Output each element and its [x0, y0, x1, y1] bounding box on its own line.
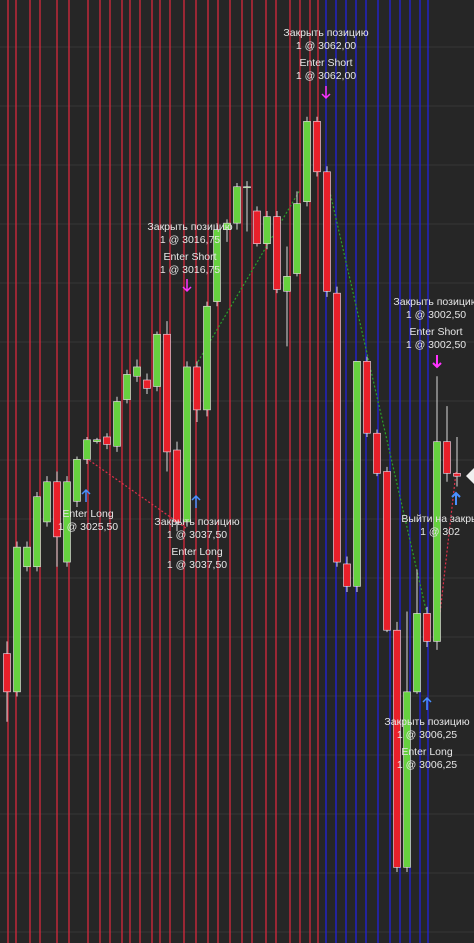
- candle-body: [273, 216, 281, 290]
- annotation-text: Закрыть позицию: [154, 516, 239, 528]
- trade-line: [195, 189, 301, 366]
- annotation-text: Закрыть позицию: [147, 221, 232, 233]
- candle-body: [443, 441, 451, 474]
- arrows: [81, 86, 461, 710]
- candle-body: [43, 481, 51, 523]
- annotation-text: 1 @ 3025,50: [58, 521, 118, 533]
- candles: [3, 116, 461, 873]
- long-arrow: [422, 696, 432, 710]
- annotation-text: 1 @ 3006,25: [397, 759, 457, 771]
- candle-body: [413, 613, 421, 693]
- candle-body: [33, 496, 41, 568]
- candle-body: [233, 186, 241, 224]
- annotation-text: 1 @ 3037,50: [167, 529, 227, 541]
- short-arrow: [432, 355, 442, 369]
- annotation-text: Enter Short: [299, 57, 352, 69]
- candle-body: [53, 481, 61, 538]
- candle-body: [303, 121, 311, 202]
- annotation-text: 1 @ 3002,50: [406, 309, 466, 321]
- short-arrow: [321, 86, 331, 100]
- candle-body: [183, 366, 191, 523]
- candle-body: [203, 305, 211, 411]
- candle-body: [223, 222, 231, 230]
- annotation-text: Enter Long: [171, 546, 223, 558]
- candle-body: [293, 203, 301, 274]
- candle-body: [123, 374, 131, 400]
- candle-body: [113, 401, 121, 447]
- price-marker: [466, 468, 474, 484]
- annotation-text: 1 @ 3037,50: [167, 559, 227, 571]
- annotation-text: 1 @ 302: [420, 526, 460, 538]
- annotation-text: 1 @ 3002,50: [406, 339, 466, 351]
- candle-body: [23, 546, 31, 568]
- annotation-text: Закрыть позицию: [393, 296, 474, 308]
- annotation-text: Выйти на закры: [401, 513, 474, 525]
- candle-body: [353, 361, 361, 587]
- candle-body: [193, 366, 201, 411]
- candle-body: [363, 361, 371, 434]
- annotation-text: 1 @ 3016,75: [160, 264, 220, 276]
- annotation-text: Enter Long: [401, 746, 453, 758]
- candle-body: [393, 629, 401, 868]
- short-arrow: [182, 279, 192, 293]
- long-arrow: [451, 491, 461, 505]
- candle-body: [93, 439, 101, 442]
- candle-body: [333, 292, 341, 563]
- candle-body: [283, 276, 291, 292]
- candle-body: [63, 481, 71, 563]
- annotation-text: Enter Short: [409, 326, 462, 338]
- long-arrow: [191, 494, 201, 508]
- annotation-text: 1 @ 3006,25: [397, 729, 457, 741]
- candle-body: [3, 653, 11, 693]
- annotation-text: Закрыть позицию: [283, 27, 368, 39]
- candle-body: [403, 691, 411, 868]
- candle-body: [173, 449, 181, 523]
- candle-body: [103, 436, 111, 445]
- candle-body: [313, 121, 321, 173]
- candle-body: [263, 216, 271, 244]
- candle-body: [143, 379, 151, 389]
- candle-body: [253, 210, 261, 244]
- candle-body: [373, 432, 381, 474]
- candle-body: [213, 229, 221, 302]
- candle-body: [73, 459, 81, 502]
- candle-body: [13, 546, 21, 693]
- annotation-text: 1 @ 3062,00: [296, 70, 356, 82]
- long-arrow: [81, 488, 91, 502]
- annotation-text: Enter Long: [62, 508, 114, 520]
- annotation-text: Enter Short: [163, 251, 216, 263]
- candle-body: [163, 333, 171, 453]
- annotation-text: 1 @ 3062,00: [296, 40, 356, 52]
- candle-body: [433, 441, 441, 642]
- candle-body: [383, 471, 391, 631]
- candle-body: [423, 613, 431, 642]
- candle-body: [243, 186, 251, 189]
- candle-body: [343, 563, 351, 587]
- annotation-text: Закрыть позицию: [384, 716, 469, 728]
- trade-line: [85, 457, 187, 529]
- candle-body: [133, 366, 141, 377]
- annotation-text: 1 @ 3016,75: [160, 234, 220, 246]
- candle-body: [153, 333, 161, 387]
- candle-body: [323, 171, 331, 292]
- candle-body: [453, 473, 461, 477]
- candle-body: [83, 439, 91, 460]
